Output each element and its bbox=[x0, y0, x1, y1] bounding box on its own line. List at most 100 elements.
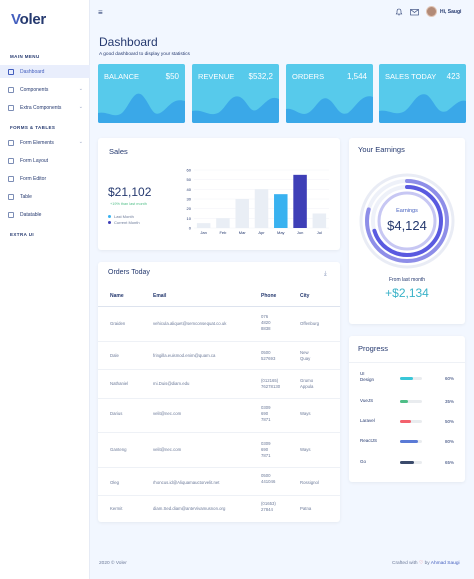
bar-mar[interactable] bbox=[235, 199, 249, 228]
stat-card-orders: ORDERS 1,544 bbox=[286, 64, 373, 123]
hamburger-icon[interactable]: ≡ bbox=[98, 8, 103, 17]
download-icon[interactable]: ⤓ bbox=[324, 271, 327, 277]
cell-email: mi.Duis@diam.edu bbox=[153, 381, 190, 386]
cell-phone: 0500 527693 bbox=[261, 350, 276, 361]
progress-bar-laravel bbox=[400, 420, 422, 423]
progress-fill bbox=[400, 461, 415, 464]
sidebar-item-extra-components[interactable]: Extra Components ⌄ bbox=[0, 101, 90, 114]
x-tick-label: Feb bbox=[219, 230, 227, 235]
legend-current-month: Current Month bbox=[108, 220, 140, 225]
cell-name: Darius bbox=[110, 411, 123, 416]
earnings-center-label: Earnings bbox=[396, 208, 418, 214]
progress-pct: 50% bbox=[445, 419, 455, 424]
sidebar-item-form-elements[interactable]: Form Elements ⌄ bbox=[0, 136, 90, 149]
table-icon bbox=[8, 193, 14, 200]
cell-name: Graiden bbox=[110, 321, 126, 326]
components-icon bbox=[8, 86, 14, 93]
footer-copyright: 2020 © Voler bbox=[99, 561, 127, 566]
column-header-email[interactable]: Email bbox=[153, 293, 167, 299]
bar-jan[interactable] bbox=[196, 223, 211, 228]
sidebar-item-table[interactable]: Table bbox=[0, 190, 90, 203]
bar-may[interactable] bbox=[274, 194, 288, 228]
sidebar-item-components[interactable]: Components ⌄ bbox=[0, 83, 90, 96]
bar-jun[interactable] bbox=[293, 174, 307, 228]
bell-icon[interactable] bbox=[395, 8, 403, 16]
cell-name: Oleg bbox=[110, 480, 120, 485]
cell-name: Kermit bbox=[110, 506, 123, 511]
cell-email: vehicula.aliquet@semconsequat.co.uk bbox=[153, 321, 227, 326]
stat-card-sales-today: SALES TODAY 423 bbox=[379, 64, 466, 123]
cell-phone: (012165) 76278130 bbox=[261, 378, 281, 389]
y-tick-label: 50 bbox=[187, 177, 192, 182]
column-header-name[interactable]: Name bbox=[110, 293, 124, 299]
progress-pct: 65% bbox=[445, 460, 455, 465]
stat-value: 423 bbox=[446, 72, 460, 81]
earnings-title: Your Earnings bbox=[358, 145, 405, 154]
cell-phone: 0500 441046 bbox=[261, 473, 276, 484]
y-tick-label: 60 bbox=[187, 168, 192, 173]
bar-feb[interactable] bbox=[216, 218, 230, 228]
cell-city: Grumo Appula bbox=[300, 378, 314, 389]
row-divider bbox=[98, 369, 340, 370]
topbar: ≡ Hi, Saugi bbox=[90, 0, 474, 26]
progress-title: Progress bbox=[358, 344, 389, 353]
orders-card: Orders Today ⤓ Name Email Phone City Gra… bbox=[98, 262, 340, 522]
earnings-card: Your Earnings Earnings $4,124 From last … bbox=[349, 138, 465, 324]
chevron-down-icon: ⌄ bbox=[78, 139, 83, 145]
mail-icon[interactable] bbox=[410, 8, 419, 16]
stat-label: ORDERS bbox=[292, 72, 325, 81]
cell-name: Dale bbox=[110, 353, 119, 358]
sales-note: +19% than last month bbox=[110, 202, 147, 206]
bar-jul[interactable] bbox=[312, 213, 327, 229]
stat-sparkline bbox=[286, 96, 373, 123]
author-link[interactable]: Ahmad Saugi bbox=[430, 561, 460, 566]
sidebar-item-form-editor[interactable]: Form Editor bbox=[0, 172, 90, 185]
cell-city: Ways bbox=[300, 411, 311, 416]
sidebar-item-dashboard[interactable]: Dashboard bbox=[0, 65, 90, 78]
progress-pct: 60% bbox=[445, 376, 455, 381]
column-header-phone[interactable]: Phone bbox=[261, 293, 277, 299]
column-header-city[interactable]: City bbox=[300, 293, 310, 299]
stat-value: $50 bbox=[165, 72, 179, 81]
sidebar-item-datatable[interactable]: Datatable bbox=[0, 208, 90, 221]
cell-email: rhoncus.id@Aliquamauctorvelit.net bbox=[153, 480, 220, 485]
sales-card: Sales $21,102 +19% than last month Last … bbox=[98, 138, 340, 250]
stat-card-revenue: REVENUE $532,2 bbox=[192, 64, 279, 123]
cell-phone: 0309 690 7871 bbox=[261, 441, 271, 458]
progress-label-reactjs: ReactJS bbox=[360, 438, 378, 443]
header-divider bbox=[98, 306, 340, 307]
y-tick-label: 30 bbox=[187, 197, 192, 202]
cell-phone: 0309 690 7871 bbox=[261, 405, 271, 422]
orders-title: Orders Today bbox=[108, 269, 150, 276]
logo[interactable]: Voler bbox=[11, 11, 46, 28]
stat-card-balance: BALANCE $50 bbox=[98, 64, 185, 123]
progress-divider bbox=[349, 362, 465, 363]
x-tick-label: Jun bbox=[297, 230, 303, 235]
earnings-center-value: $4,124 bbox=[387, 218, 427, 233]
cell-city: Ways bbox=[300, 447, 311, 452]
legend-dot bbox=[108, 221, 111, 224]
y-tick-label: 20 bbox=[187, 206, 192, 211]
row-divider bbox=[98, 432, 340, 433]
progress-bar-ui-design bbox=[400, 377, 422, 380]
y-tick-label: 0 bbox=[189, 226, 192, 231]
cell-city: Offenburg bbox=[300, 321, 320, 326]
form-editor-icon bbox=[8, 175, 14, 182]
form-layout-icon bbox=[8, 157, 14, 164]
cell-email: diam.Sed.diam@anteVivamusnon.org bbox=[153, 506, 226, 511]
sidebar-item-form-layout[interactable]: Form Layout bbox=[0, 154, 90, 167]
avatar[interactable] bbox=[426, 6, 437, 17]
cell-email: velit@nec.com bbox=[153, 447, 182, 452]
progress-label-vuejs: VueJS bbox=[360, 398, 374, 403]
earnings-from-label: From last month bbox=[388, 277, 426, 283]
user-greeting[interactable]: Hi, Saugi bbox=[440, 9, 462, 15]
forms-heading: FORMS & TABLES bbox=[10, 125, 56, 130]
earnings-delta: +$2,134 bbox=[385, 286, 429, 300]
x-tick-label: Jan bbox=[200, 230, 206, 235]
cell-name: Nathaniel bbox=[110, 381, 129, 386]
legend-last-month: Last Month bbox=[108, 214, 134, 219]
row-divider bbox=[98, 495, 340, 496]
progress-bar-go bbox=[400, 461, 422, 464]
bar-apr[interactable] bbox=[254, 189, 269, 228]
page-subtitle: A good dashboard to display your statist… bbox=[99, 52, 190, 57]
